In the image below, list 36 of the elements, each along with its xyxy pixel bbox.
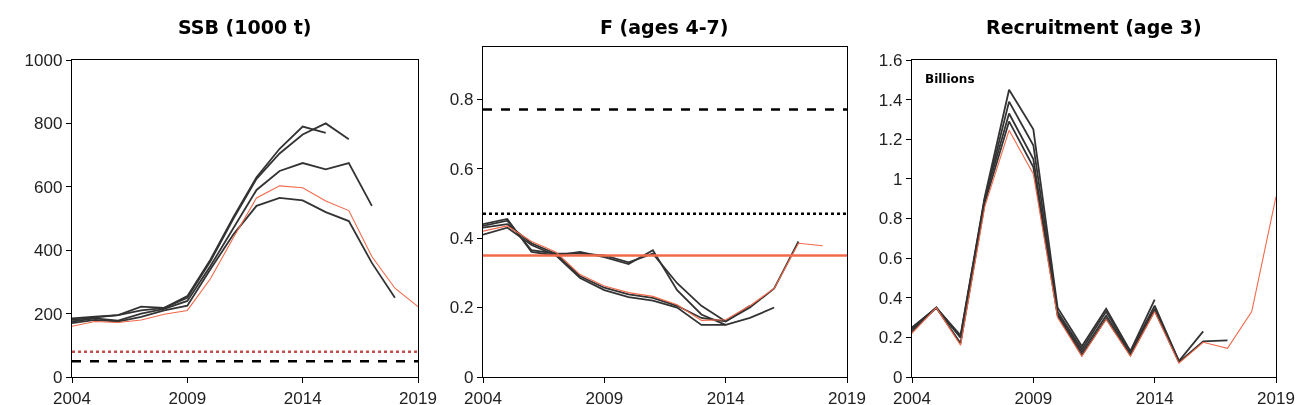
x-tick-label: 2014 <box>283 388 322 405</box>
x-tick-label: 2009 <box>168 388 207 405</box>
y-tick-label: 0.2 <box>878 328 903 348</box>
chart-title: F (ages 4-7) <box>600 16 729 38</box>
x-tick-label: 2009 <box>1014 388 1053 405</box>
chart-title: SSB (1000 t) <box>178 16 312 38</box>
y-tick-label: 0 <box>892 367 903 387</box>
x-tick-label: 2004 <box>893 388 931 405</box>
y-tick-label: 600 <box>34 177 63 197</box>
y-tick-label: 0 <box>52 367 63 387</box>
y-tick-label: 0.8 <box>449 90 474 110</box>
chart-title: Recruitment (age 3) <box>986 16 1202 38</box>
x-tick-label: 2004 <box>53 388 91 405</box>
y-tick-label: 800 <box>34 114 63 134</box>
y-tick-label: 400 <box>34 241 63 261</box>
y-tick-label: 1.6 <box>878 50 903 70</box>
y-tick-label: 200 <box>34 304 63 324</box>
y-tick-label: 0 <box>463 367 474 387</box>
x-tick-label: 2019 <box>828 388 866 405</box>
x-tick-label: 2009 <box>585 388 624 405</box>
annotation: Billions <box>925 72 975 86</box>
x-tick-label: 2014 <box>706 388 745 405</box>
y-tick-label: 1.2 <box>878 130 903 150</box>
x-tick-label: 2019 <box>1257 388 1295 405</box>
y-tick-label: 0.8 <box>878 209 903 229</box>
x-tick-label: 2019 <box>399 388 437 405</box>
y-tick-label: 1.4 <box>878 90 903 110</box>
y-tick-label: 0.6 <box>449 159 474 179</box>
y-tick-label: 0.6 <box>878 249 903 269</box>
x-tick-label: 2004 <box>464 388 502 405</box>
x-tick-label: 2014 <box>1135 388 1174 405</box>
y-tick-label: 0.4 <box>878 288 903 308</box>
y-tick-label: 0.2 <box>449 298 474 318</box>
y-tick-label: 1000 <box>24 50 63 70</box>
y-tick-label: 1 <box>892 169 903 189</box>
y-tick-label: 0.4 <box>449 229 474 248</box>
